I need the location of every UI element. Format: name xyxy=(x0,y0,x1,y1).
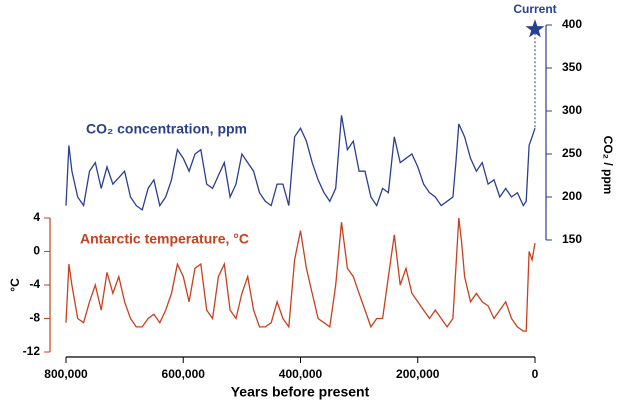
y2-tick-label: 400 xyxy=(562,17,582,31)
y2-tick-label: 150 xyxy=(562,232,582,246)
series-line xyxy=(65,217,536,332)
current-star xyxy=(525,19,545,38)
x-tick-label: 800,000 xyxy=(44,367,88,381)
series-line xyxy=(65,115,536,211)
y-tick-label: 0 xyxy=(33,244,40,258)
y2-tick-label: 300 xyxy=(562,103,582,117)
x-tick-label: 600,000 xyxy=(162,367,206,381)
y2-tick-label: 350 xyxy=(562,60,582,74)
y-tick-label: -4 xyxy=(29,277,40,291)
x-tick-label: 400,000 xyxy=(279,367,323,381)
annotation-label: Current xyxy=(513,2,556,16)
y-tick-label: 4 xyxy=(33,210,40,224)
y2-tick-label: 200 xyxy=(562,189,582,203)
y-axis-title: °C xyxy=(8,278,22,292)
y2-tick-label: 250 xyxy=(562,146,582,160)
x-tick-label: 0 xyxy=(532,367,539,381)
y-tick-label: -12 xyxy=(23,344,41,358)
series-label: Antarctic temperature, °C xyxy=(80,231,249,247)
x-axis-title: Years before present xyxy=(231,384,370,400)
y-tick-label: -8 xyxy=(29,311,40,325)
series-label: CO₂ concentration, ppm xyxy=(86,121,247,137)
y2-axis-title: CO₂ / ppm xyxy=(601,136,615,195)
x-tick-label: 200,000 xyxy=(396,367,440,381)
